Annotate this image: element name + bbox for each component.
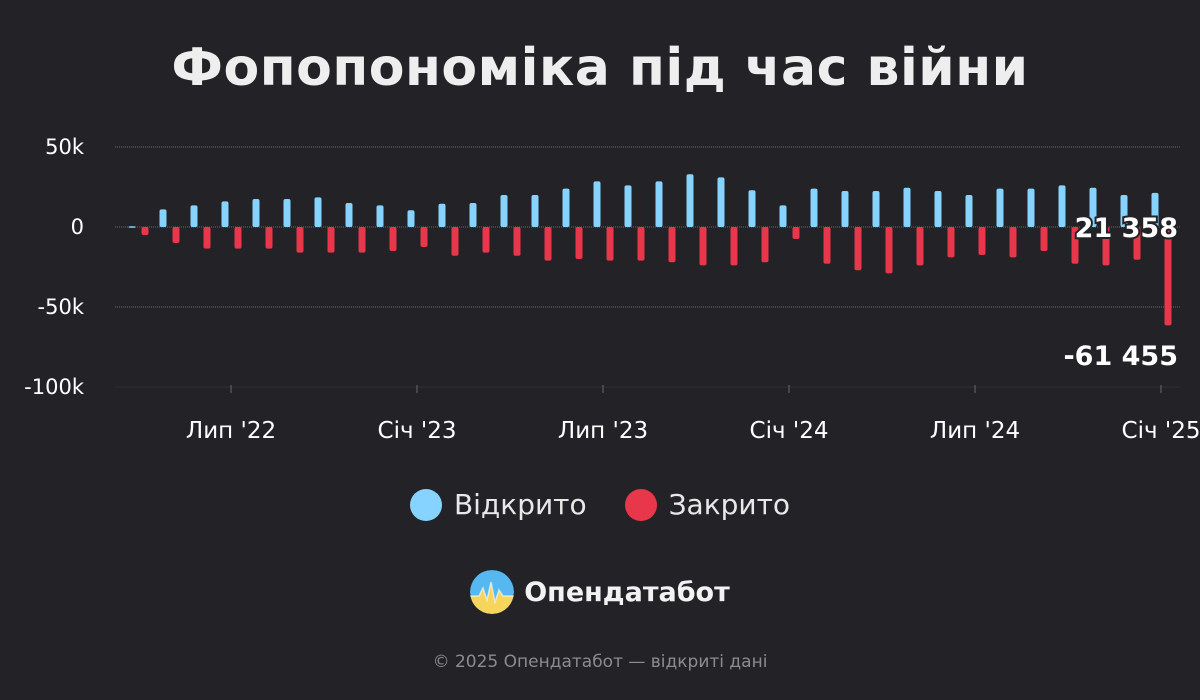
x-tick-label: Січ '24 (750, 418, 829, 444)
bar-opened (779, 205, 787, 227)
bar-opened (314, 197, 322, 227)
bar-opened (996, 188, 1004, 227)
bar-opened (934, 191, 942, 227)
bar-opened (407, 210, 415, 227)
bar-closed (1102, 227, 1110, 266)
bar-opened (748, 190, 756, 227)
x-tick-label: Лип '24 (930, 418, 1020, 444)
bar-opened (717, 177, 725, 227)
bar-closed (823, 227, 831, 264)
brand-name: Опендатабот (524, 576, 730, 608)
bar-opened (531, 195, 539, 227)
bar-opened (810, 188, 818, 227)
bar-opened (1089, 187, 1097, 227)
bar-closed (358, 227, 366, 253)
bar-opened (376, 205, 384, 227)
bar-opened (159, 209, 167, 227)
x-tick-label: Січ '23 (378, 418, 457, 444)
bar-opened (1027, 188, 1035, 227)
bar-closed (482, 227, 490, 253)
bar-opened (283, 199, 291, 227)
opendatabot-logo-icon (470, 570, 515, 614)
bar-closed (1071, 227, 1079, 264)
bar-closed (575, 227, 583, 259)
bar-closed (730, 227, 738, 266)
legend-label-closed: Закрито (668, 488, 791, 521)
chart-legend: Відкрито Закрито (0, 488, 1200, 521)
bar-closed (916, 227, 924, 266)
footer-copyright: © 2025 Опендатабот — відкриті дані (432, 652, 768, 672)
x-tick-label: Січ '25 (1122, 418, 1200, 444)
bar-closed (420, 227, 428, 247)
bar-closed (792, 227, 800, 239)
bar-opened (965, 195, 973, 227)
y-tick-label: -100k (24, 375, 85, 399)
bar-opened (593, 181, 601, 227)
bar-closed (327, 227, 335, 253)
y-tick-label: 0 (71, 215, 84, 239)
bar-opened (190, 205, 198, 227)
bar-opened (841, 191, 849, 227)
y-tick-label: 50k (45, 135, 85, 159)
legend-label-opened: Відкрито (453, 488, 587, 521)
bar-opened (438, 203, 446, 227)
bar-opened (872, 191, 880, 227)
bar-chart: 50k 0 -50k -100k Лип '22 Січ '23 Лип '23 Січ '… (24, 135, 1200, 444)
bar-closed (234, 227, 242, 249)
bar-opened (1120, 195, 1128, 227)
bar-opened (128, 226, 136, 228)
bar-closed (203, 227, 211, 249)
bar-opened (562, 188, 570, 227)
bar-closed (761, 227, 769, 263)
bar-closed (854, 227, 862, 271)
bar-closed (637, 227, 645, 261)
bar-opened (252, 199, 260, 227)
bar-opened (345, 203, 353, 227)
bar-closed (172, 227, 180, 243)
bar-closed (296, 227, 304, 253)
value-label-closed-last: -61 455 (1063, 341, 1178, 372)
legend-swatch-closed (624, 488, 657, 521)
y-tick-label: -50k (38, 295, 85, 319)
bar-opened (903, 187, 911, 227)
bar-closed (451, 227, 459, 256)
x-tick-label: Лип '22 (186, 418, 276, 444)
x-tick-label: Лип '23 (558, 418, 648, 444)
bar-closed (1009, 227, 1017, 258)
bar-closed (947, 227, 955, 258)
legend-item-closed[interactable]: Закрито (624, 488, 791, 521)
bar-closed (1040, 227, 1048, 251)
bar-closed (885, 227, 893, 274)
bar-closed (668, 227, 676, 263)
bar-opened (500, 195, 508, 227)
bar-opened (1151, 192, 1159, 227)
bar-opened (655, 181, 663, 227)
bar-closed (141, 227, 149, 235)
value-label-opened-last: 21 358 (1075, 213, 1178, 244)
bar-closed (978, 227, 986, 255)
bar-closed (699, 227, 707, 266)
bar-closed (1164, 227, 1172, 326)
bar-closed (389, 227, 397, 251)
bar-opened (221, 201, 229, 227)
bar-closed (1133, 227, 1141, 260)
bar-opened (1058, 185, 1066, 227)
bar-closed (513, 227, 521, 256)
legend-swatch-opened (409, 488, 442, 521)
bar-closed (265, 227, 273, 249)
bar-opened (469, 203, 477, 227)
bar-opened (624, 185, 632, 227)
bar-closed (606, 227, 614, 261)
chart-title: Фопопономіка під час війни (171, 38, 1029, 98)
bar-closed (544, 227, 552, 261)
legend-item-opened[interactable]: Відкрито (409, 488, 587, 521)
brand: Опендатабот (0, 570, 1200, 614)
bar-opened (686, 174, 694, 227)
